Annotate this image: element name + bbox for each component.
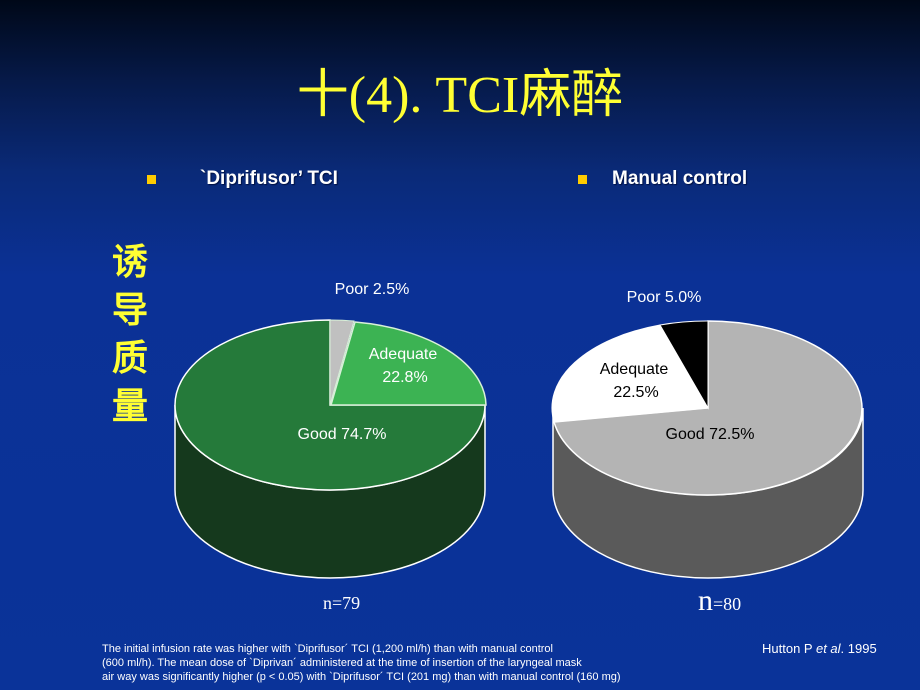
pie-tci-label-adequate-2: 22.8% (382, 369, 427, 386)
pie-tci-label-good: Good 74.7% (298, 426, 387, 443)
pie-tci-poor-slice (329, 319, 355, 406)
square-bullet-icon (147, 174, 156, 184)
bullet-diprifusor-tci: `Diprifusor’ TCI (147, 168, 338, 190)
n-letter: n (698, 584, 713, 617)
pie-manual-label-poor: Poor 5.0% (627, 289, 702, 306)
char: 导 (111, 289, 148, 330)
pie-manual: Poor 5.0% Adequate 22.5% Good 72.5% (551, 289, 864, 579)
caption-line: air way was significantly higher (p < 0.… (102, 671, 621, 683)
char: 质 (111, 337, 148, 378)
pie-manual-label-good: Good 72.5% (666, 426, 755, 443)
caption-line: (600 ml/h). The mean dose of `Diprivan´ … (102, 657, 582, 669)
pie-tci-label-poor: Poor 2.5% (335, 281, 410, 298)
pie-tci-adequate-slice (330, 321, 487, 406)
citation-etal: et al (815, 641, 841, 656)
bullet-label: Manual control (612, 168, 748, 189)
pie-manual-good-slice (553, 320, 863, 496)
pie-tci-good-slice (174, 319, 486, 491)
char: 量 (111, 385, 148, 426)
pie-tci: Poor 2.5% Adequate 22.8% Good 74.7% (174, 281, 487, 579)
slide-title: 十(4). TCI麻醉 (296, 67, 624, 124)
citation-year: . 1995 (840, 641, 877, 656)
n-value: =80 (713, 594, 742, 614)
n-label-manual: n=80 (698, 584, 741, 618)
citation: Hutton P et al. 1995 (762, 641, 877, 656)
bullet-manual-control: Manual control (578, 168, 747, 190)
citation-author: Hutton P (762, 641, 816, 656)
bullet-label: `Diprifusor’ TCI (200, 168, 338, 189)
pie-tci-label-adequate-1: Adequate (369, 346, 438, 363)
char: 诱 (111, 241, 148, 282)
caption: The initial infusion rate was higher wit… (102, 642, 762, 684)
n-label-tci: n=79 (323, 593, 361, 613)
pie-manual-label-adequate-1: Adequate (600, 361, 669, 378)
pie-manual-label-adequate-2: 22.5% (613, 384, 658, 401)
pie-manual-poor-slice (659, 320, 709, 410)
pie-manual-adequate-slice (551, 324, 709, 423)
caption-line: The initial infusion rate was higher wit… (102, 643, 553, 655)
induction-quality-label: 诱 导 质 量 (108, 238, 152, 430)
square-bullet-icon (578, 174, 587, 184)
